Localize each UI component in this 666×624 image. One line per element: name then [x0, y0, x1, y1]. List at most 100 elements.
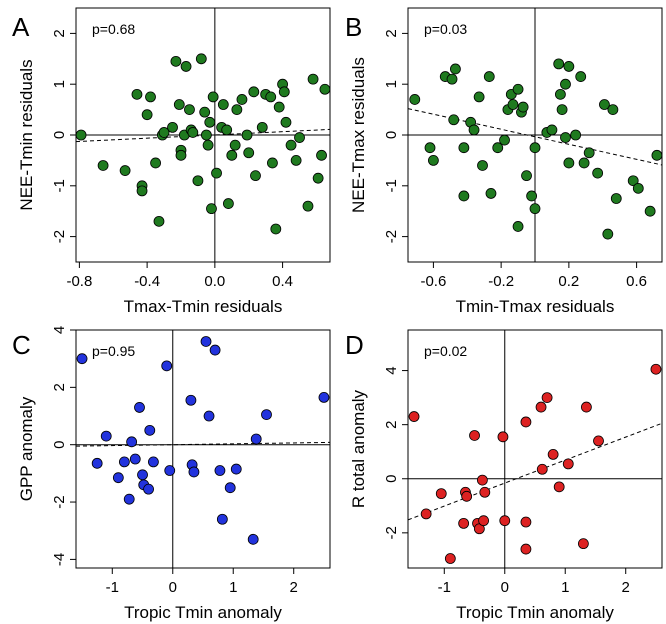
data-point	[632, 182, 644, 194]
p-value-label: p=0.68	[92, 21, 135, 37]
data-point	[136, 185, 148, 197]
data-point	[536, 463, 548, 475]
data-point	[250, 433, 262, 445]
data-point	[529, 203, 541, 215]
data-point	[563, 61, 575, 72]
y-tick-label: -2	[383, 230, 400, 243]
data-point	[211, 167, 222, 179]
data-point	[75, 129, 87, 141]
data-point	[461, 490, 473, 502]
data-point	[173, 99, 185, 110]
data-point	[610, 193, 622, 204]
data-point	[204, 116, 216, 128]
data-point	[180, 61, 192, 72]
y-axis-title: R total anomaly	[349, 389, 368, 508]
data-point	[448, 114, 460, 126]
plot-frame	[75, 329, 331, 569]
x-tick-label: 0.2	[558, 273, 579, 290]
data-point	[185, 394, 197, 406]
panel-d: D -1 0 1 2 -2 0 2 4 Tropic Tmin anomaly R total an…	[345, 329, 663, 622]
x-tick-label: 0	[501, 579, 509, 596]
data-point	[248, 86, 260, 98]
data-point	[214, 465, 226, 476]
data-point	[192, 175, 204, 187]
y-tick-label: 2	[383, 29, 400, 37]
data-point	[409, 94, 421, 105]
data-point	[206, 203, 217, 215]
data-point	[581, 401, 592, 413]
data-point	[492, 142, 504, 154]
y-tick-label: 1	[383, 80, 400, 88]
x-tick-label: 0	[169, 579, 177, 596]
y-tick-label: 4	[51, 326, 68, 334]
data-point	[202, 139, 214, 151]
plot-frame	[407, 329, 663, 569]
data-point	[118, 456, 130, 468]
data-point	[499, 515, 511, 527]
data-point	[267, 157, 278, 169]
data-point	[535, 401, 547, 413]
data-point	[644, 205, 656, 217]
data-point	[517, 101, 529, 113]
x-axis-title: Tropic Tmin anomaly	[456, 603, 614, 622]
y-tick-label: 2	[383, 420, 400, 428]
y-tick-label: 4	[383, 366, 400, 374]
x-tick-label: 0.6	[626, 273, 647, 290]
data-point	[583, 147, 595, 159]
data-point	[562, 458, 574, 470]
data-point	[560, 132, 571, 143]
x-tick-label: 1	[561, 579, 569, 596]
data-point	[187, 127, 199, 138]
data-point	[143, 483, 154, 495]
data-point	[216, 513, 228, 525]
data-point	[270, 223, 282, 235]
x-tick-label: -1	[106, 579, 119, 596]
data-point	[221, 124, 233, 136]
data-point	[316, 149, 327, 161]
data-point	[167, 121, 178, 133]
panel-c: C -1 0 1 2 -4 -2 0 2 4 Tropic Tmin anomaly GPP anom…	[12, 326, 331, 622]
data-point	[231, 104, 243, 115]
data-point	[126, 436, 138, 448]
data-point	[76, 353, 88, 365]
data-point	[123, 493, 135, 505]
x-tick-label: 2	[622, 579, 630, 596]
data-point	[261, 409, 272, 420]
x-tick-label: 0.4	[272, 273, 293, 290]
y-tick-label: 2	[51, 29, 68, 37]
data-point	[555, 88, 566, 100]
data-point	[273, 101, 285, 113]
y-tick-label: -4	[51, 553, 68, 566]
data-point	[458, 142, 470, 154]
data-point	[458, 190, 470, 202]
y-tick-label: 2	[51, 383, 68, 391]
x-tick-label: -0.2	[488, 273, 514, 290]
data-point	[280, 116, 292, 128]
data-point	[129, 453, 141, 465]
data-point	[184, 104, 195, 115]
y-tick-label: 1	[51, 80, 68, 88]
data-point	[570, 129, 582, 141]
x-tick-label: -0.4	[134, 273, 160, 290]
data-point	[599, 99, 610, 110]
data-point	[546, 124, 558, 136]
data-point	[91, 457, 103, 469]
data-point	[444, 553, 456, 564]
panel-letter: C	[12, 330, 31, 360]
y-tick-label: -2	[383, 526, 400, 539]
y-tick-label: -1	[51, 179, 68, 192]
data-point	[153, 215, 165, 227]
data-point	[512, 83, 524, 95]
panel-a: A -0.8 -0.4 0.0 0.4 -2 -1 0 1 2 Tmax-Tmin residual…	[12, 7, 331, 316]
data-point	[458, 517, 470, 529]
x-axis-title: Tropic Tmin anomaly	[124, 603, 282, 622]
data-point	[203, 410, 215, 422]
data-point	[319, 83, 331, 95]
data-point	[420, 508, 432, 520]
data-point	[217, 99, 229, 110]
data-point	[119, 165, 131, 176]
data-point	[236, 94, 248, 105]
panel-b: B -0.6 -0.2 0.2 0.6 -2 -1 0 1 2 Tmin-Tmax residual…	[345, 7, 663, 316]
data-point	[602, 228, 614, 240]
